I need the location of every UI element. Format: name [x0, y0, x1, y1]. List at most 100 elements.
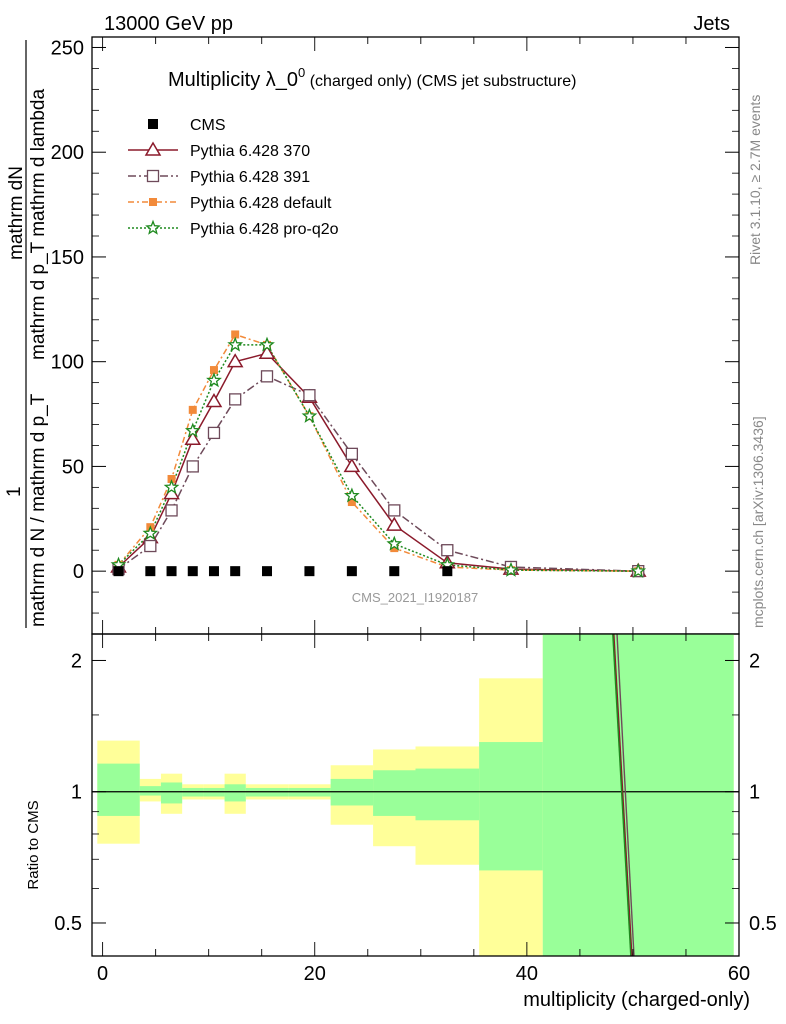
star-marker	[386, 535, 403, 551]
chart-title: Multiplicity λ_00 (charged only) (CMS je…	[168, 65, 576, 91]
ratio-inner-band	[542, 634, 734, 956]
triangle-marker	[144, 141, 162, 156]
series-line	[117, 344, 639, 572]
analysis-watermark: CMS_2021_I1920187	[352, 590, 479, 605]
ratio-inner-band	[160, 782, 183, 804]
triangle-marker	[184, 430, 202, 445]
open-square-marker	[441, 544, 454, 557]
ratio-inner-band	[415, 768, 480, 821]
triangle-marker	[205, 392, 223, 408]
open-square-marker	[345, 447, 359, 461]
ratio-y-tick-label: 2	[71, 650, 82, 672]
y-tick-label: 150	[51, 247, 84, 269]
ratio-lines-layer	[612, 633, 635, 957]
x-tick-label: 0	[97, 963, 108, 985]
cms-data-point	[262, 566, 273, 577]
filled-square-marker	[231, 330, 240, 339]
ratio-inner-band	[139, 786, 161, 796]
series-line	[117, 333, 639, 572]
cms-data-point	[113, 566, 124, 577]
ratio-y-tick-label: 1	[71, 782, 82, 804]
star-marker	[503, 561, 519, 577]
cms-data-point	[145, 566, 156, 577]
legend-label: CMS	[190, 117, 226, 134]
ratio-inner-band	[479, 742, 543, 871]
rivet-label: Rivet 3.1.10, ≥ 2.7M events	[747, 95, 763, 265]
star-marker	[142, 525, 159, 541]
main-series-layer	[110, 330, 647, 578]
mcplots-label: mcplots.cern.ch [arXiv:1306.3436]	[750, 416, 766, 628]
star-marker	[184, 422, 201, 438]
legend-marker-cms	[148, 119, 158, 129]
cms-data-point	[166, 566, 177, 577]
triangle-marker	[385, 516, 403, 531]
filled-square-marker	[149, 198, 157, 206]
ratio-axes: 0.5 0.51 12 20 20 40 60	[54, 633, 777, 985]
star-marker	[145, 219, 161, 235]
ratio-y-tick-label-right: 0.5	[749, 913, 777, 935]
open-square-marker	[260, 370, 274, 383]
open-square-marker	[165, 504, 178, 517]
y-tick-label: 250	[51, 37, 84, 59]
cms-data-point	[346, 566, 357, 577]
open-square-marker	[186, 460, 199, 473]
header-right: Jets	[693, 13, 730, 35]
x-tick-label: 60	[728, 963, 750, 985]
open-square-marker	[303, 389, 316, 402]
ylabel-denominator: mathrm d N / mathrm d p_T	[28, 393, 49, 627]
y-tick-label: 50	[62, 456, 84, 478]
cms-data-point	[304, 566, 315, 577]
star-marker	[259, 336, 275, 352]
ylabel-numerator-2: mathrm d p_T mathrm d lambda	[28, 89, 49, 360]
open-square-marker	[207, 426, 221, 440]
ratio-series-line	[612, 633, 632, 957]
ratio-y-tick-label-right: 2	[749, 650, 760, 672]
legend: CMS Pythia 6.428 370 Pythia 6.428 391 Pythi…	[128, 117, 339, 238]
cms-data-point	[442, 566, 453, 577]
star-marker	[301, 407, 318, 423]
legend-label: Pythia 6.428 default	[190, 195, 332, 212]
filled-square-marker	[188, 405, 197, 414]
ratio-ylabel: Ratio to CMS	[25, 800, 42, 889]
ratio-inner-band	[97, 763, 140, 816]
legend-label: Pythia 6.428 370	[190, 143, 310, 160]
cms-data-point	[187, 566, 198, 577]
x-axis-label: multiplicity (charged-only)	[523, 989, 750, 1011]
legend-label: Pythia 6.428 pro-q2o	[190, 221, 339, 238]
filled-square-marker	[209, 366, 218, 375]
ratio-inner-band	[224, 784, 246, 802]
ratio-y-tick-label-right: 1	[749, 782, 760, 804]
y-tick-label: 200	[51, 142, 84, 164]
cms-data-point	[208, 566, 219, 577]
triangle-marker	[226, 353, 244, 368]
chart-title-sup: 0	[298, 65, 305, 80]
series-line	[118, 375, 639, 572]
ratio-series-line	[613, 633, 633, 957]
triangle-marker	[258, 344, 276, 360]
open-square-marker	[144, 539, 157, 553]
star-marker	[227, 336, 244, 352]
ratio-bands-layer	[92, 634, 739, 956]
chart-title-tail: (charged only) (CMS jet substructure)	[305, 73, 576, 90]
triangle-marker	[343, 457, 361, 473]
ratio-frame	[91, 633, 740, 957]
cms-data-point	[230, 566, 241, 577]
filled-square-marker	[167, 474, 176, 483]
x-tick-label: 20	[304, 963, 326, 985]
ylabel-one: 1	[4, 486, 25, 497]
ratio-inner-band	[373, 770, 416, 816]
star-marker	[163, 479, 180, 495]
filled-square-marker	[347, 498, 356, 507]
ratio-series-line	[616, 633, 635, 957]
ratio-y-tick-label: 0.5	[54, 913, 82, 935]
legend-label: Pythia 6.428 391	[190, 169, 310, 186]
x-tick-label: 40	[516, 963, 538, 985]
open-square-marker	[229, 393, 242, 406]
open-square-marker	[388, 504, 401, 517]
star-marker	[630, 562, 647, 578]
y-tick-label: 100	[51, 352, 84, 374]
star-marker	[343, 487, 360, 503]
cms-data-point	[389, 566, 400, 577]
filled-square-marker	[390, 544, 399, 553]
